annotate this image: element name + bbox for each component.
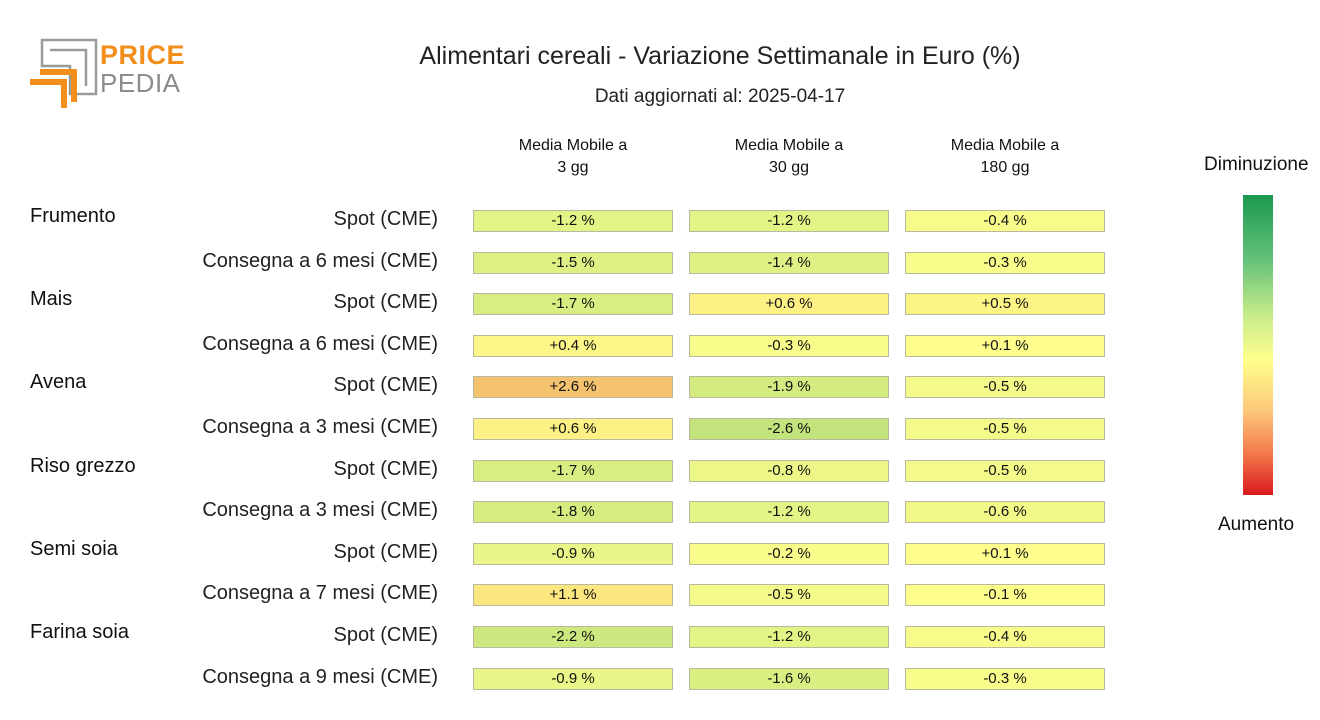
chart-subtitle: Dati aggiornati al: 2025-04-17 — [594, 86, 846, 107]
commodity-label: Avena — [30, 371, 87, 394]
heatmap-cell: +0.1 % — [905, 542, 1105, 565]
logo-word-pedia: PEDIA — [100, 68, 181, 98]
heatmap-cell: +1.1 % — [473, 584, 673, 607]
heatmap-cell: -0.8 % — [689, 459, 889, 482]
heatmap-cell: +0.4 % — [473, 334, 673, 357]
contract-label: Spot (CME) — [333, 540, 438, 563]
commodity-label: Mais — [30, 288, 73, 311]
column-header: Media Mobile a 180 gg — [950, 137, 1060, 176]
heatmap-cell: -1.2 % — [689, 626, 889, 648]
heatmap-cell: -0.3 % — [689, 334, 889, 357]
heatmap-cell: -1.7 % — [473, 293, 673, 316]
contract-label: Consegna a 3 mesi (CME) — [202, 499, 438, 522]
color-scale-bar — [1243, 195, 1273, 495]
heatmap-cell: +0.6 % — [689, 293, 889, 316]
heatmap-cell: +0.6 % — [473, 418, 673, 440]
logo-mark-icon — [30, 38, 98, 108]
heatmap-cell: -1.7 % — [473, 459, 673, 482]
heatmap-cell: -1.2 % — [689, 501, 889, 524]
heatmap-cell: -0.2 % — [689, 542, 889, 565]
heatmap-cell: -0.9 % — [473, 542, 673, 565]
pricepedia-logo: PRICE PEDIA — [30, 38, 190, 110]
heatmap-cell: -0.5 % — [905, 459, 1105, 482]
heatmap-cell: -1.5 % — [473, 251, 673, 274]
heatmap-cell: -0.3 % — [905, 667, 1105, 690]
heatmap-cell: -0.4 % — [905, 626, 1105, 648]
contract-label: Consegna a 7 mesi (CME) — [202, 582, 438, 605]
heatmap-cell: -1.8 % — [473, 501, 673, 524]
legend-bottom-label: Aumento — [1218, 514, 1295, 535]
contract-label: Spot (CME) — [333, 374, 438, 397]
heatmap-cell: -1.2 % — [473, 210, 673, 232]
commodity-label: Riso grezzo — [30, 454, 136, 477]
logo-word-price: PRICE — [100, 40, 186, 70]
heatmap-cell: -0.5 % — [905, 418, 1105, 440]
heatmap-cell: -0.6 % — [905, 501, 1105, 524]
commodity-label: Farina soia — [30, 621, 129, 643]
heatmap-cell: -0.1 % — [905, 584, 1105, 607]
contract-label: Consegna a 6 mesi (CME) — [202, 332, 438, 355]
heatmap-cell: -0.3 % — [905, 251, 1105, 274]
column-header: Media Mobile a 30 gg — [734, 137, 844, 176]
heatmap-cell: -0.5 % — [689, 584, 889, 607]
heatmap-cell: -2.2 % — [473, 626, 673, 648]
legend-top-label: Diminuzione — [1204, 154, 1309, 175]
commodity-label: Semi soia — [30, 537, 118, 560]
contract-label: Consegna a 9 mesi (CME) — [202, 665, 438, 688]
contract-label: Spot (CME) — [333, 624, 438, 646]
heatmap-cell: -1.4 % — [689, 251, 889, 274]
commodity-label: Frumento — [30, 205, 116, 227]
heatmap-cell: -1.9 % — [689, 376, 889, 399]
contract-label: Spot (CME) — [333, 291, 438, 314]
heatmap-cell: -0.5 % — [905, 376, 1105, 399]
heatmap-cell: -0.4 % — [905, 210, 1105, 232]
chart-title: Alimentari cereali - Variazione Settiman… — [419, 42, 1021, 70]
heatmap-cell: -1.2 % — [689, 210, 889, 232]
contract-label: Spot (CME) — [333, 208, 438, 230]
column-header: Media Mobile a 3 gg — [518, 137, 628, 176]
heatmap-cell: +2.6 % — [473, 376, 673, 399]
heatmap-cell: -0.9 % — [473, 667, 673, 690]
heatmap-cell: +0.1 % — [905, 334, 1105, 357]
contract-label: Consegna a 3 mesi (CME) — [202, 416, 438, 438]
heatmap-cell: +0.5 % — [905, 293, 1105, 316]
heatmap-cell: -2.6 % — [689, 418, 889, 440]
heatmap-cell: -1.6 % — [689, 667, 889, 690]
contract-label: Spot (CME) — [333, 457, 438, 480]
contract-label: Consegna a 6 mesi (CME) — [202, 249, 438, 272]
